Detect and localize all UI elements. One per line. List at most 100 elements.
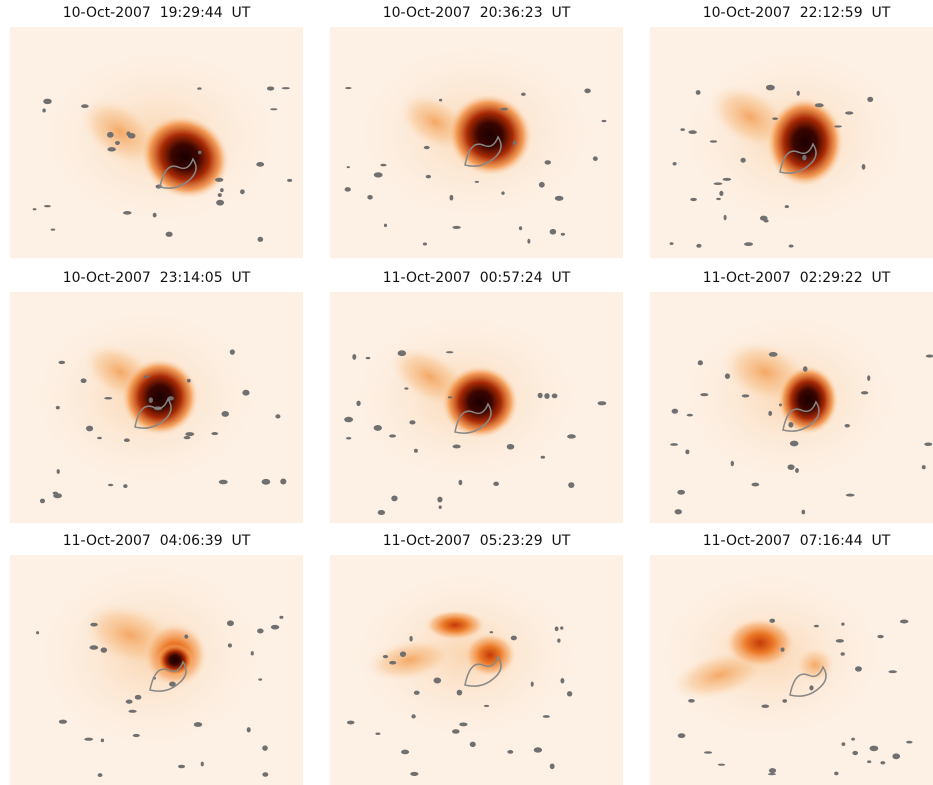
solar-image (330, 292, 623, 523)
contour-speck (439, 505, 442, 509)
solar-image (650, 555, 933, 785)
contour-speck (795, 468, 799, 473)
contour-speck (133, 734, 140, 737)
contour-speck (220, 188, 224, 192)
contour-speck (58, 361, 65, 364)
contour-speck (539, 182, 545, 188)
contour-speck (135, 695, 142, 700)
contour-speck (81, 378, 87, 383)
contour-speck (790, 441, 799, 447)
panel-title: 11-Oct-2007 04:06:39 UT (63, 533, 251, 549)
contour-speck (862, 164, 866, 170)
panel-title: 10-Oct-2007 20:36:23 UT (383, 5, 571, 21)
image-content (10, 555, 303, 785)
contour-speck (410, 772, 418, 776)
contour-speck (153, 213, 157, 218)
contour-speck (870, 746, 879, 752)
page: 10-Oct-2007 19:29:44 UT10-Oct-2007 20:36… (0, 0, 933, 785)
panel-title: 11-Oct-2007 02:29:22 UT (703, 270, 891, 286)
contour-speck (257, 628, 263, 633)
contour-speck (688, 130, 696, 134)
contour-speck (696, 90, 701, 95)
contour-speck (218, 193, 222, 197)
contour-speck (404, 387, 408, 389)
contour-speck (704, 751, 712, 753)
contour-speck (845, 111, 853, 114)
contour-speck (555, 626, 559, 631)
contour-speck (690, 198, 697, 201)
contour-speck (144, 375, 149, 378)
contour-speck (459, 480, 463, 486)
contour-speck (710, 140, 717, 143)
contour-speck (670, 443, 678, 446)
contour-speck (500, 108, 508, 111)
contour-speck (470, 742, 476, 748)
contour-speck (527, 239, 530, 244)
contour-speck (552, 393, 558, 398)
image-content (10, 292, 303, 523)
contour-speck (53, 493, 62, 498)
contour-speck (567, 691, 572, 696)
contour-speck (426, 175, 431, 178)
contour-speck (761, 704, 769, 708)
contour-speck (519, 226, 522, 230)
contour-speck (439, 99, 442, 102)
contour-speck (724, 215, 727, 220)
contour-speck (56, 406, 60, 410)
contour-speck (184, 436, 191, 439)
contour-speck (685, 450, 689, 455)
contour-speck (90, 623, 97, 627)
contour-speck (251, 651, 254, 655)
contour-speck (227, 620, 234, 626)
contour-speck (538, 393, 543, 398)
contour-speck (877, 635, 883, 638)
contour-speck (42, 108, 46, 112)
contour-speck (97, 437, 102, 440)
contour-speck (511, 636, 517, 641)
contour-speck (513, 141, 516, 146)
contour-speck (769, 352, 778, 357)
contour-speck (374, 425, 382, 431)
contour-speck (271, 625, 279, 630)
contour-speck (128, 710, 136, 713)
contour-speck (867, 375, 870, 381)
contour-speck (98, 773, 103, 777)
contour-speck (698, 360, 703, 365)
contour-speck (550, 229, 557, 235)
contour-speck (557, 639, 560, 643)
contour-speck (108, 484, 113, 486)
contour-speck (59, 720, 67, 724)
contour-speck (40, 499, 45, 504)
contour-speck (521, 93, 526, 96)
contour-speck (375, 733, 380, 735)
contour-speck (769, 619, 775, 623)
contour-speck (247, 727, 251, 732)
emission-blob (442, 366, 518, 438)
contour-speck (598, 401, 607, 405)
contour-speck (374, 172, 383, 177)
contour-speck (401, 750, 409, 755)
solar-image (10, 555, 303, 785)
contour-speck (398, 350, 406, 356)
contour-speck (287, 179, 292, 182)
contour-speck (744, 242, 753, 246)
panel-title: 11-Oct-2007 07:16:44 UT (703, 533, 891, 549)
contour-speck (772, 117, 778, 120)
contour-speck (107, 132, 114, 138)
contour-speck (700, 393, 708, 396)
contour-speck (789, 245, 794, 248)
contour-speck (740, 158, 745, 163)
contour-speck (801, 510, 805, 515)
contour-speck (867, 97, 873, 102)
contour-speck (258, 678, 262, 680)
contour-speck (219, 480, 228, 485)
contour-speck (493, 482, 499, 486)
contour-speck (198, 151, 202, 155)
contour-speck (222, 411, 230, 417)
contour-speck (101, 738, 104, 742)
contour-speck (107, 147, 116, 151)
contour-speck (411, 714, 415, 718)
contour-speck (51, 229, 56, 231)
contour-speck (389, 661, 396, 665)
contour-speck (347, 721, 355, 725)
